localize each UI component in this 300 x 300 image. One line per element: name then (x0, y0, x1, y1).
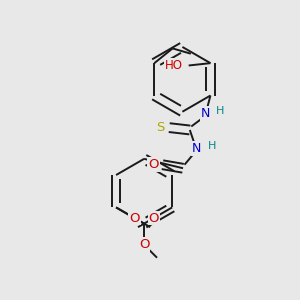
Text: H: H (216, 106, 225, 116)
Text: O: O (129, 212, 140, 224)
Text: O: O (148, 158, 159, 171)
Text: S: S (156, 121, 165, 134)
Text: N: N (192, 142, 201, 155)
Text: H: H (208, 141, 217, 151)
Text: O: O (139, 238, 149, 251)
Text: N: N (200, 107, 210, 120)
Text: O: O (148, 212, 159, 224)
Text: HO: HO (165, 59, 183, 72)
